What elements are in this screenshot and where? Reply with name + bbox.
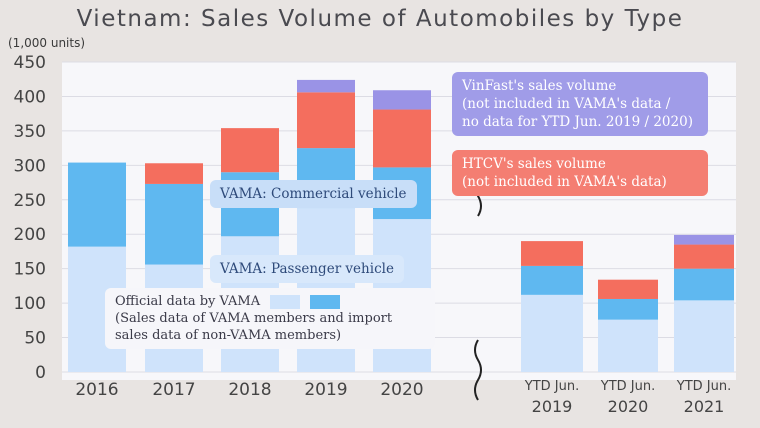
y-tick-label: 400 [14, 87, 46, 107]
x-tick-label: YTD Jun. 2019 [524, 379, 579, 416]
bar-vama-passenger-vehicle-6 [598, 319, 658, 372]
bar-htcv-s-sales-volume-3 [297, 92, 355, 149]
y-tick-labels: 0 50 100 150 200 250 300 350 400 450 [14, 53, 46, 383]
vinfast-callout: VinFast's sales volume (not included in … [452, 72, 708, 136]
y-tick-label: 50 [24, 329, 46, 349]
y-tick-label: 200 [14, 225, 46, 245]
bar-vama-commercial-vehicle-6 [598, 298, 658, 320]
y-tick-label: 250 [14, 191, 46, 211]
x-tick-label: 2017 [152, 380, 195, 400]
official-data-legend: Official data by VAMA (Sales data of VAM… [105, 288, 435, 349]
bar-htcv-s-sales-volume-2 [221, 128, 279, 173]
bar-vinfast-s-sales-volume-7 [674, 234, 734, 245]
passenger-vehicle-callout: VAMA: Passenger vehicle [210, 255, 404, 283]
y-unit-label: (1,000 units) [8, 36, 86, 50]
bar-vama-passenger-vehicle-5 [521, 294, 583, 372]
commercial-swatch [310, 294, 341, 309]
bar-htcv-s-sales-volume-6 [598, 279, 658, 299]
bar-vama-passenger-vehicle-7 [674, 300, 734, 372]
passenger-swatch [270, 294, 301, 309]
y-tick-label: 300 [14, 156, 46, 176]
y-tick-label: 450 [14, 53, 46, 73]
x-tick-label: 2018 [228, 380, 271, 400]
commercial-vehicle-callout: VAMA: Commercial vehicle [210, 180, 417, 208]
bar-htcv-s-sales-volume-7 [674, 244, 734, 269]
bar-vinfast-s-sales-volume-3 [297, 79, 355, 93]
y-tick-label: 0 [35, 363, 46, 383]
official-data-note: (Sales data of VAMA members and import s… [115, 311, 393, 343]
x-tick-label: YTD Jun. 2021 [676, 379, 731, 416]
bar-vinfast-s-sales-volume-4 [373, 90, 431, 110]
bar-htcv-s-sales-volume-1 [145, 163, 203, 184]
x-tick-label: 2019 [304, 380, 347, 400]
bar-htcv-s-sales-volume-5 [521, 241, 583, 266]
x-tick-labels: 2016 2017 2018 2019 2020 YTD Jun. 2019 YTD Jun.… [75, 379, 731, 416]
x-tick-label: YTD Jun. 2020 [600, 379, 655, 416]
y-tick-label: 100 [14, 294, 46, 314]
bar-vama-commercial-vehicle-5 [521, 265, 583, 295]
bar-vama-commercial-vehicle-0 [68, 162, 126, 247]
bar-htcv-s-sales-volume-4 [373, 109, 431, 168]
official-data-label: Official data by VAMA [115, 294, 261, 309]
chart-title: Vietnam: Sales Volume of Automobiles by … [76, 6, 684, 32]
bar-vama-commercial-vehicle-1 [145, 183, 203, 265]
bar-vama-commercial-vehicle-7 [674, 268, 734, 301]
y-tick-label: 150 [14, 260, 46, 280]
y-tick-label: 350 [14, 122, 46, 142]
htcv-callout: HTCV's sales volume (not included in VAM… [452, 150, 708, 196]
x-tick-label: 2020 [380, 380, 423, 400]
x-tick-label: 2016 [75, 380, 118, 400]
